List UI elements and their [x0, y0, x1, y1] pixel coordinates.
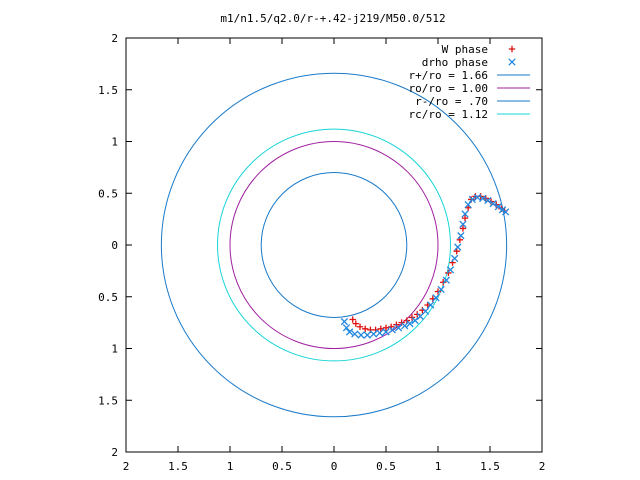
x-tick-label: 1.5: [480, 460, 500, 473]
circle-trace: [160, 72, 508, 418]
circle-trace: [260, 172, 408, 318]
circle-trace: [217, 128, 451, 362]
data-point: [427, 301, 435, 309]
data-point: [456, 236, 464, 244]
y-tick-label: 1: [111, 343, 118, 356]
reference-circles: [160, 72, 508, 418]
legend-label: ro/ro = 1.00: [409, 82, 488, 95]
data-point: [464, 204, 472, 211]
data-point: [494, 203, 502, 211]
y-tick-labels: 2 1.5 1 0.5 0 0.5 1 1.5 2: [98, 32, 118, 459]
data-point: [434, 288, 442, 295]
x-tick-label: 0: [331, 460, 338, 473]
data-point: [357, 331, 365, 339]
data-point: [468, 195, 476, 204]
data-point: [352, 320, 360, 327]
legend-marker: [508, 45, 516, 53]
data-point: [406, 320, 414, 328]
y-tick-label: 2: [111, 32, 118, 45]
x-tick-labels: 2 1.5 1 0.5 0 0.5 1 1.5 2: [123, 460, 546, 473]
data-point: [461, 214, 469, 222]
y-tick-label: 1.5: [98, 84, 118, 97]
data-point: [440, 279, 447, 286]
y-tick-label: 0: [111, 239, 118, 252]
x-tick-label: 1: [227, 460, 234, 473]
x-tick-label: 1.5: [168, 460, 188, 473]
x-tick-label: 0.5: [376, 460, 396, 473]
data-point: [342, 324, 351, 332]
legend-label: drho phase: [422, 56, 488, 69]
data-point: [432, 294, 440, 302]
y-tick-label: 0.5: [98, 291, 118, 304]
y-tick-label: 1: [111, 136, 118, 149]
data-point: [351, 330, 359, 338]
data-point: [501, 208, 510, 216]
data-point: [457, 232, 465, 240]
data-point: [394, 324, 403, 332]
data-point: [498, 206, 507, 214]
legend-marker: [508, 58, 516, 66]
data-point: [424, 301, 431, 309]
data-point: [345, 328, 354, 336]
data-point: [489, 199, 497, 208]
data-point: [459, 220, 467, 228]
data-point: [349, 316, 356, 323]
x-tick-label: 0.5: [272, 460, 292, 473]
legend-label: r+/ro = 1.66: [409, 69, 488, 82]
data-point: [445, 269, 452, 277]
data-point: [484, 196, 492, 205]
data-point: [363, 331, 371, 339]
data-point: [401, 322, 409, 330]
data-point: [369, 330, 378, 338]
data-point: [411, 316, 419, 325]
data-point: [464, 200, 472, 209]
data-point: [437, 285, 445, 294]
circle-trace: [229, 141, 439, 349]
y-tick-label: 2: [111, 446, 118, 459]
chart-title: m1/n1.5/q2.0/r-+.42-j219/M50.0/512: [220, 12, 445, 25]
data-point: [421, 307, 430, 315]
legend-label: W phase: [442, 43, 488, 56]
x-tick-label: 2: [123, 460, 130, 473]
x-tick-label: 1: [435, 460, 442, 473]
data-point: [382, 324, 390, 331]
y-tick-label: 1.5: [98, 394, 118, 407]
data-point: [388, 326, 396, 334]
legend-label: rc/ro = 1.12: [409, 108, 488, 121]
data-point: [442, 276, 450, 284]
data-point: [362, 325, 369, 333]
data-point: [382, 328, 390, 336]
data-point: [450, 254, 459, 263]
legend-label: r-/ro = .70: [415, 95, 488, 108]
tick-marks: [126, 38, 542, 452]
data-point: [376, 329, 384, 337]
data-point: [461, 210, 469, 218]
data-point: [340, 317, 349, 326]
data-point: [454, 243, 462, 251]
data-point: [479, 194, 487, 203]
data-point: [459, 225, 467, 232]
data-point: [356, 323, 364, 330]
x-tick-label: 2: [539, 460, 546, 473]
data-point: [453, 248, 460, 255]
data-point: [414, 311, 421, 318]
data-series: [340, 193, 510, 339]
data-point: [393, 321, 400, 328]
data-point: [446, 266, 455, 274]
y-tick-label: 0.5: [98, 187, 118, 200]
